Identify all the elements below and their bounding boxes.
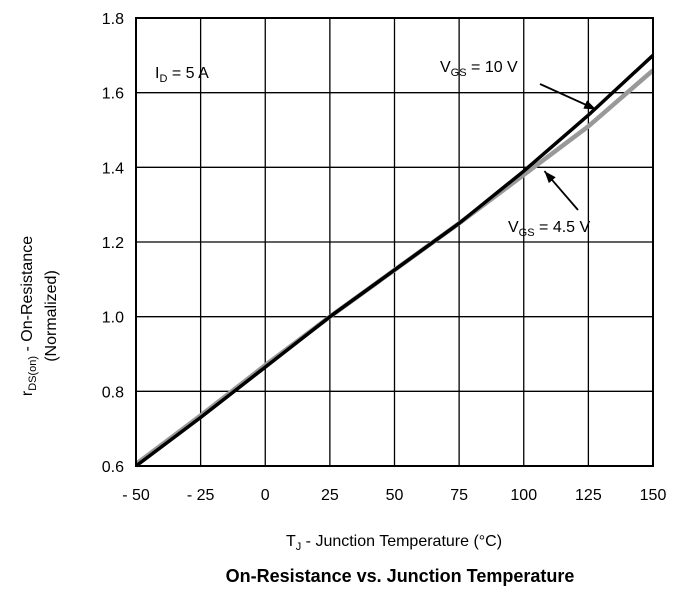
x-tick-label: - 25 bbox=[187, 487, 215, 504]
x-tick-label: 100 bbox=[510, 487, 537, 504]
y-tick-labels: 0.6 0.8 1.0 1.2 1.4 1.6 1.8 bbox=[102, 11, 124, 476]
y-tick-label: 1.6 bbox=[102, 86, 124, 103]
y-axis-label: rDS(on) - On-Resistance (Normalized) bbox=[19, 236, 60, 396]
x-tick-label: 50 bbox=[386, 487, 404, 504]
x-tick-label: 125 bbox=[575, 487, 602, 504]
x-tick-labels: - 50 - 25 0 25 50 75 100 125 150 bbox=[122, 487, 666, 504]
x-tick-label: 150 bbox=[640, 487, 667, 504]
x-tick-label: 75 bbox=[450, 487, 468, 504]
y-tick-label: 1.8 bbox=[102, 11, 124, 28]
series-line-vgs-10v bbox=[134, 54, 655, 468]
y-tick-label: 1.0 bbox=[102, 310, 124, 327]
plot-frame bbox=[135, 17, 654, 467]
y-tick-label: 1.4 bbox=[102, 160, 124, 177]
x-tick-label: 0 bbox=[261, 487, 270, 504]
x-tick-label: 25 bbox=[321, 487, 339, 504]
annotation-vgs-4-5v: VGS = 4.5 V bbox=[508, 219, 591, 239]
y-tick-label: 0.6 bbox=[102, 459, 124, 476]
chart-grid bbox=[135, 17, 654, 467]
annotation-vgs-10v: VGS = 10 V bbox=[440, 59, 518, 79]
condition-label: ID = 5 A bbox=[155, 65, 209, 85]
svg-text:(Normalized): (Normalized) bbox=[43, 270, 60, 362]
x-axis-label: TJ - Junction Temperature (°C) bbox=[286, 533, 502, 553]
chart-series-group bbox=[134, 54, 655, 468]
x-tick-label: - 50 bbox=[122, 487, 150, 504]
svg-text:rDS(on) - On-Resistance: rDS(on) - On-Resistance bbox=[19, 236, 39, 396]
annotation-arrows bbox=[539, 83, 597, 211]
y-tick-label: 0.8 bbox=[102, 384, 124, 401]
chart-title: On-Resistance vs. Junction Temperature bbox=[226, 566, 575, 586]
arrow-vgs-10v bbox=[539, 83, 597, 111]
arrow-vgs-4-5v bbox=[543, 170, 579, 211]
y-tick-label: 1.2 bbox=[102, 235, 124, 252]
